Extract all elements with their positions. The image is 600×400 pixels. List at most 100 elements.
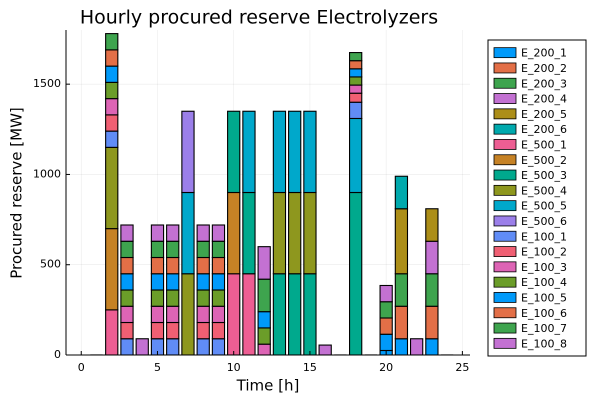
- legend: E_200_1 E_200_2 E_200_3 E_200_4 E_200_5 E_200…: [487, 39, 587, 357]
- bar-segment: [196, 305, 210, 324]
- bar-segment: [150, 321, 165, 340]
- bar-segment: [150, 224, 165, 242]
- bar-segment: [105, 146, 119, 230]
- legend-label: E_200_6: [521, 123, 567, 136]
- y-tick-label: 500: [40, 258, 61, 271]
- bar-segment: [211, 321, 226, 340]
- bar-segment: [349, 52, 363, 62]
- bar-segment: [288, 273, 302, 355]
- bar-segment: [272, 191, 287, 275]
- bar-segment: [181, 273, 195, 355]
- bar-segment: [227, 191, 241, 275]
- bar-segment: [272, 110, 287, 194]
- bar-segment: [120, 224, 134, 242]
- legend-label: E_100_2: [521, 246, 567, 259]
- bar-segment: [196, 240, 210, 259]
- bar-segment: [211, 224, 226, 242]
- bar-segment: [120, 256, 134, 275]
- legend-swatch: [493, 62, 517, 74]
- x-axis-label: Time [h]: [236, 377, 300, 395]
- bar-segment: [166, 224, 180, 242]
- bar-segment: [105, 81, 119, 100]
- legend-swatch: [493, 200, 517, 212]
- bar-segment: [303, 273, 317, 355]
- legend-label: E_500_4: [521, 184, 567, 197]
- bar-segment: [409, 338, 424, 355]
- bar-segment: [425, 208, 439, 242]
- legend-swatch: [493, 184, 517, 196]
- legend-label: E_100_3: [521, 261, 567, 274]
- bar-segment: [349, 191, 363, 355]
- bar-segment: [257, 246, 271, 280]
- legend-label: E_100_6: [521, 307, 567, 320]
- bar-segment: [105, 33, 119, 51]
- bar-segment: [318, 344, 332, 355]
- bar-segment: [379, 333, 393, 352]
- bar-segment: [349, 76, 363, 86]
- bar-segment: [227, 110, 241, 194]
- bar-segment: [394, 338, 409, 355]
- legend-label: E_200_2: [521, 62, 567, 75]
- bar-segment: [272, 273, 287, 355]
- bar-segment: [349, 84, 363, 94]
- bar-segment: [150, 305, 165, 324]
- bar-segment: [196, 256, 210, 275]
- bar-segment: [257, 343, 271, 355]
- legend-label: E_200_4: [521, 93, 567, 106]
- bar-segment: [242, 110, 256, 194]
- legend-swatch: [493, 93, 517, 104]
- bar-segment: [120, 289, 134, 307]
- legend-label: E_200_3: [521, 77, 567, 90]
- legend-label: E_500_5: [521, 200, 567, 213]
- legend-swatch: [493, 108, 517, 120]
- bar-segment: [227, 273, 241, 355]
- bar-segment: [425, 240, 439, 275]
- bar-segment: [181, 110, 195, 194]
- bar-segment: [150, 289, 165, 307]
- bar-segment: [150, 240, 165, 259]
- bar-segment: [211, 289, 226, 307]
- bar-segment: [120, 338, 134, 355]
- bar-segment: [288, 191, 302, 275]
- y-tick-label: 1500: [33, 77, 61, 90]
- bar-segment: [349, 92, 363, 103]
- bar-segment: [211, 273, 226, 291]
- axes: 0 5 10 15 20 25 0 500 1000 1500: [33, 30, 470, 374]
- bar-segment: [166, 273, 180, 291]
- legend-swatch: [493, 246, 517, 257]
- bar-segment: [394, 175, 409, 210]
- x-tick-label: 10: [227, 361, 241, 374]
- legend-label: E_500_2: [521, 154, 567, 167]
- legend-swatch: [493, 77, 517, 89]
- bar-segment: [196, 289, 210, 307]
- bar-segment: [425, 338, 439, 355]
- bar-segment: [303, 110, 317, 194]
- chart-title: Hourly procured reserve Electrolyzers: [80, 7, 438, 29]
- bars: [90, 33, 454, 355]
- bar-segment: [288, 110, 302, 194]
- bar-segment: [211, 240, 226, 259]
- bar-segment: [394, 305, 409, 340]
- bar-segment: [105, 49, 119, 67]
- bar-segment: [349, 68, 363, 78]
- bar-segment: [379, 284, 393, 303]
- bar-segment: [379, 301, 393, 319]
- bar-segment: [242, 273, 256, 355]
- bar-segment: [105, 65, 119, 83]
- bar-segment: [166, 338, 180, 355]
- legend-swatch: [493, 123, 517, 135]
- legend-swatch: [493, 230, 517, 242]
- bar-segment: [105, 130, 119, 148]
- bar-segment: [166, 240, 180, 259]
- bar-segment: [425, 273, 439, 307]
- legend-swatch: [493, 261, 517, 273]
- legend-swatch: [493, 47, 517, 59]
- legend-label: E_200_5: [521, 108, 567, 121]
- x-tick-label: 25: [455, 361, 469, 374]
- bar-segment: [120, 240, 134, 259]
- bar-segment: [105, 309, 119, 355]
- legend-box: [487, 39, 587, 357]
- legend-label: E_500_3: [521, 169, 567, 182]
- legend-swatch: [493, 307, 517, 319]
